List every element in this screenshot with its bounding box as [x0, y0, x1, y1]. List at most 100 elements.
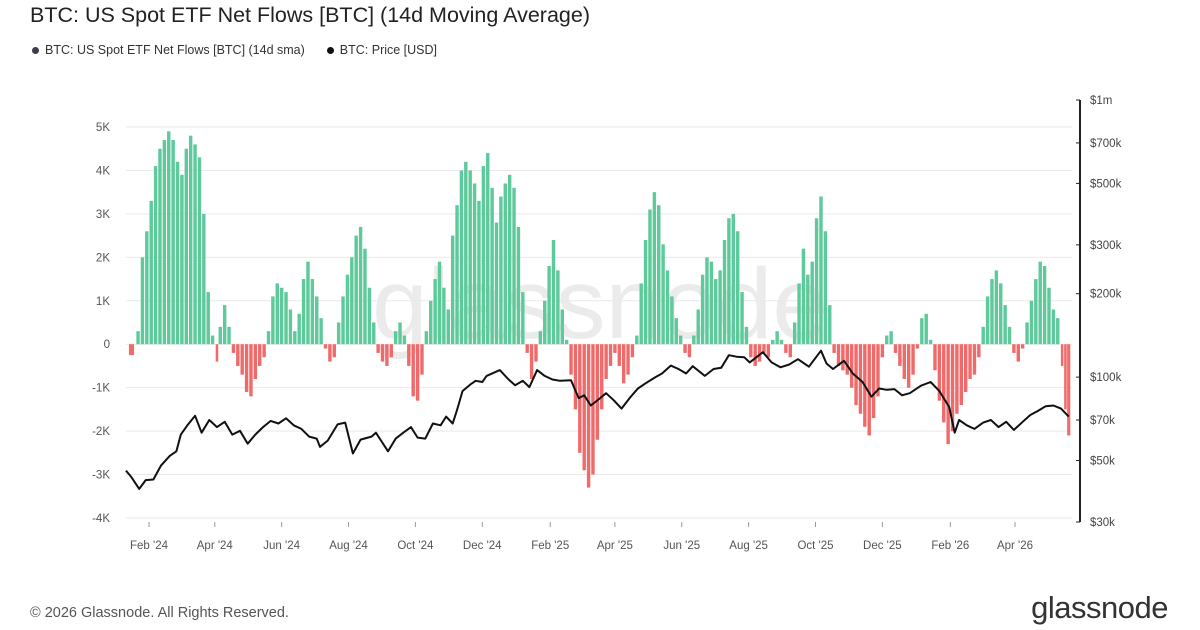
- net-flow-bar: [832, 344, 836, 353]
- net-flow-bar: [933, 344, 937, 371]
- net-flow-bar: [455, 205, 459, 345]
- net-flow-bar: [722, 239, 727, 345]
- net-flow-bar: [477, 200, 481, 345]
- net-flow-bar: [231, 344, 236, 353]
- y-left-tick-label: 5K: [96, 122, 110, 134]
- net-flow-bar: [928, 339, 933, 345]
- y-left-tick-label: 0: [104, 339, 110, 351]
- net-flow-bar: [319, 318, 323, 345]
- net-flow-bar: [503, 183, 507, 345]
- net-flow-bar: [687, 344, 692, 358]
- net-flow-bar: [202, 213, 206, 345]
- legend-item-price[interactable]: BTC: Price [USD]: [326, 43, 437, 57]
- legend-label-net-flows: BTC: US Spot ETF Net Flows [BTC] (14d sm…: [45, 43, 305, 57]
- net-flow-bar: [714, 279, 718, 345]
- x-tick-label: Jun '25: [663, 540, 700, 552]
- net-flow-bar: [420, 344, 424, 375]
- net-flow-bar: [582, 344, 586, 471]
- net-flow-bar: [415, 344, 420, 401]
- net-flow-bar: [1047, 287, 1051, 345]
- net-flow-bar: [258, 344, 262, 366]
- x-tick-label: Dec '25: [863, 540, 902, 552]
- net-flow-bar: [621, 344, 626, 384]
- x-tick-label: Aug '24: [329, 540, 368, 552]
- net-flow-bar: [950, 344, 955, 432]
- net-flow-bar: [393, 331, 398, 345]
- net-flow-bar: [336, 322, 341, 345]
- y-right-tick-label: $30k: [1090, 517, 1115, 529]
- net-flow-bar: [323, 344, 328, 349]
- net-flow-bar: [639, 283, 643, 345]
- net-flow-bar: [692, 335, 696, 345]
- x-tick-label: Feb '25: [531, 540, 569, 552]
- net-flow-bar: [1051, 309, 1056, 345]
- net-flow-bar: [402, 335, 407, 345]
- net-flow-bar: [271, 296, 275, 345]
- net-flow-bar: [968, 344, 972, 379]
- net-flow-bar: [670, 296, 674, 345]
- net-flow-bar: [994, 270, 999, 345]
- net-flow-bar: [700, 274, 705, 345]
- net-flow-bar: [1042, 266, 1047, 345]
- y-right-tick-label: $100k: [1090, 372, 1122, 384]
- net-flow-bar: [801, 248, 806, 345]
- net-flow-bar: [525, 344, 529, 353]
- net-flow-bar: [718, 270, 722, 345]
- net-flow-bar: [363, 248, 367, 345]
- net-flow-bar: [171, 140, 175, 345]
- net-flow-bar: [845, 344, 849, 375]
- net-flow-bar: [332, 344, 336, 358]
- net-flow-bar: [753, 344, 757, 366]
- y-left-tick-label: -2K: [92, 426, 110, 438]
- net-flow-bar: [516, 226, 521, 345]
- net-flow-bar: [911, 344, 915, 375]
- net-flow-bar: [604, 344, 608, 379]
- net-flow-bar: [762, 344, 766, 353]
- net-flow-bar: [766, 344, 771, 358]
- net-flow-bar: [547, 266, 551, 345]
- net-flow-bar: [648, 209, 652, 345]
- net-flow-bar: [249, 344, 253, 397]
- net-flow-bar: [376, 344, 380, 353]
- net-flow-bar: [924, 313, 928, 345]
- net-flow-bar: [206, 292, 210, 345]
- net-flow-bar: [350, 257, 354, 345]
- net-flow-bar: [450, 235, 455, 345]
- net-flow-bar: [529, 344, 534, 379]
- x-tick-label: Apr '26: [997, 540, 1033, 552]
- legend-item-net-flows[interactable]: BTC: US Spot ETF Net Flows [BTC] (14d sm…: [32, 43, 305, 57]
- y-right-tick-label: $300k: [1090, 240, 1122, 252]
- net-flow-bar: [429, 300, 433, 345]
- net-flow-bar: [468, 170, 472, 345]
- net-flow-bar: [854, 344, 858, 406]
- net-flow-bar: [162, 140, 167, 345]
- net-flow-bar: [959, 344, 963, 406]
- net-flow-bar: [920, 318, 924, 345]
- net-flow-bar: [385, 344, 389, 366]
- y-left-tick-label: 1K: [96, 296, 110, 308]
- net-flow-bar: [990, 279, 994, 345]
- net-flow-bar: [836, 344, 841, 366]
- net-flow-bar: [145, 231, 149, 345]
- y-right-tick-label: $1m: [1090, 95, 1112, 107]
- net-flow-bar: [937, 344, 942, 401]
- net-flow-bar: [398, 322, 402, 345]
- net-flow-bar: [486, 153, 490, 345]
- net-flow-bar: [731, 213, 735, 345]
- net-flow-bar: [757, 344, 762, 362]
- net-flow-bar: [184, 148, 188, 345]
- net-flow-bar: [784, 344, 788, 353]
- net-flow-bar: [521, 292, 525, 345]
- net-flow-bar: [266, 331, 271, 345]
- net-flow-bar: [288, 309, 293, 345]
- net-flow-bar: [564, 339, 569, 345]
- net-flow-bar: [915, 344, 920, 349]
- net-flow-bar: [551, 239, 556, 345]
- net-flow-bar: [955, 344, 959, 414]
- x-tick-label: Feb '26: [931, 540, 969, 552]
- net-flow-bar: [630, 344, 635, 358]
- net-flow-bar: [227, 326, 231, 345]
- net-flow-bar: [727, 218, 731, 345]
- net-flow-bar: [678, 335, 683, 345]
